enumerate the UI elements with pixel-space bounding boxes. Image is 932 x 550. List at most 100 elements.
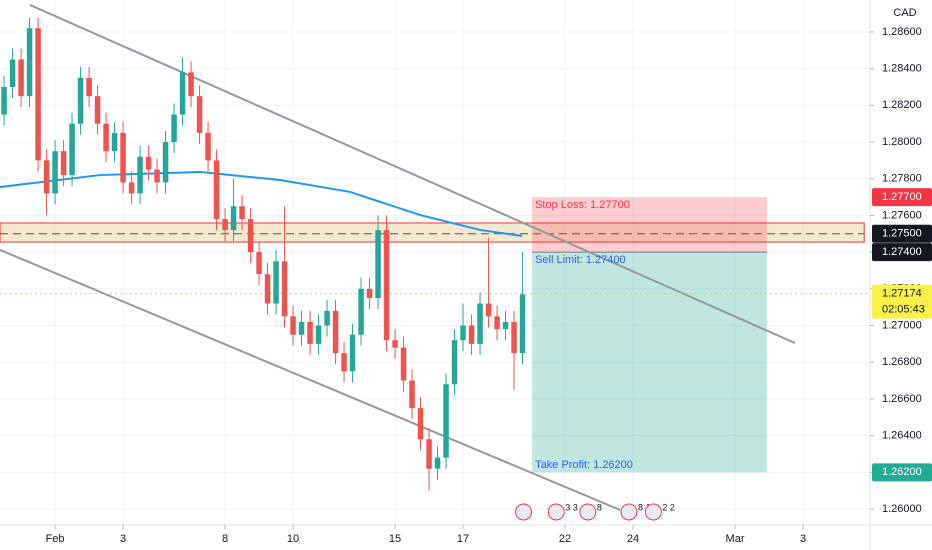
event-icon bbox=[620, 503, 638, 521]
countdown: 02:05:43 bbox=[882, 304, 925, 316]
x-tick-label: 10 bbox=[287, 533, 299, 545]
candle-body bbox=[205, 132, 211, 161]
candle-body bbox=[128, 182, 135, 194]
candle-body bbox=[502, 321, 509, 330]
price-badge bbox=[872, 188, 932, 207]
event-icon bbox=[579, 503, 597, 521]
candle-body bbox=[400, 347, 407, 381]
candle-body bbox=[460, 325, 466, 341]
candle-body bbox=[349, 334, 356, 372]
candle-body bbox=[332, 310, 339, 354]
candle-body bbox=[511, 321, 517, 354]
candle-body bbox=[341, 353, 347, 372]
candle-body bbox=[247, 219, 254, 253]
candle-body bbox=[69, 123, 75, 176]
candle-body bbox=[264, 274, 271, 304]
candle-body bbox=[103, 123, 109, 152]
candle-body bbox=[222, 219, 228, 231]
y-tick-label: 1.26800 bbox=[882, 356, 922, 368]
price-badge-label: 1.27400 bbox=[882, 246, 922, 258]
x-tick-label: 22 bbox=[559, 533, 571, 545]
trend-line bbox=[0, 249, 621, 511]
y-tick-label: 1.28200 bbox=[882, 99, 922, 111]
candle-body bbox=[230, 206, 237, 231]
candle-body bbox=[196, 96, 203, 133]
candle-body bbox=[145, 156, 152, 170]
candle-body bbox=[179, 72, 186, 115]
zone bbox=[0, 222, 865, 243]
x-tick-label: 8 bbox=[222, 533, 228, 545]
candle-body bbox=[375, 230, 381, 299]
event-label: 3 3 bbox=[565, 502, 578, 512]
x-tick-label: Mar bbox=[726, 533, 745, 545]
price-badge-label: 1.26200 bbox=[882, 466, 922, 478]
event-icon bbox=[644, 503, 662, 521]
event-icon bbox=[515, 503, 533, 521]
y-tick-label: 1.27000 bbox=[882, 319, 922, 331]
event-label: 8 1 bbox=[638, 502, 651, 512]
last-price-label: 1.27174 bbox=[882, 288, 922, 300]
candle-body bbox=[256, 252, 262, 275]
candle-body bbox=[162, 142, 169, 183]
candle-body bbox=[1, 86, 7, 115]
candle-body bbox=[77, 77, 84, 124]
candle-body bbox=[26, 28, 33, 97]
candle-body bbox=[324, 310, 330, 326]
candle-body bbox=[494, 316, 500, 330]
candle-body bbox=[298, 321, 305, 335]
y-tick-label: 1.28600 bbox=[882, 26, 922, 38]
price-badge-label: 1.27500 bbox=[882, 228, 922, 240]
plot bbox=[0, 0, 870, 525]
candle-body bbox=[43, 160, 50, 194]
currency: CAD bbox=[893, 7, 916, 19]
last-price-badge bbox=[872, 284, 932, 319]
candle-body bbox=[111, 132, 118, 152]
entry-label: Sell Limit: 1.27400 bbox=[535, 254, 626, 266]
candle-body bbox=[468, 325, 475, 344]
candle-body bbox=[409, 380, 415, 409]
candle-body bbox=[383, 230, 390, 341]
y-tick-label: 1.27600 bbox=[882, 209, 922, 221]
candle-body bbox=[358, 288, 364, 335]
y-tick-label: 1.28000 bbox=[882, 136, 922, 148]
candle-body bbox=[366, 288, 373, 299]
price-badge bbox=[872, 224, 932, 243]
candle-body bbox=[171, 114, 177, 143]
stop-zone bbox=[532, 197, 767, 253]
event-label: 2 2 bbox=[662, 502, 675, 512]
event-icon bbox=[547, 503, 565, 521]
candle-body bbox=[307, 321, 313, 344]
candle-body bbox=[60, 151, 67, 176]
x-tick-label: 3 bbox=[800, 533, 806, 545]
candle-body bbox=[9, 59, 16, 87]
event-label: 8 bbox=[597, 502, 602, 512]
candle-body bbox=[213, 160, 220, 220]
candle-body bbox=[137, 156, 143, 194]
y-tick-label: 1.28400 bbox=[882, 63, 922, 75]
candle-body bbox=[52, 151, 58, 194]
x-tick-label: 3 bbox=[120, 533, 126, 545]
candle-body bbox=[485, 303, 492, 317]
candle-body bbox=[434, 457, 441, 469]
candle-body bbox=[451, 340, 458, 385]
trend-line bbox=[29, 4, 796, 344]
candle-body bbox=[188, 72, 194, 97]
candle-body bbox=[290, 316, 296, 335]
stop-label: Stop Loss: 1.27700 bbox=[535, 199, 630, 211]
candle-body bbox=[477, 303, 483, 344]
candle-body bbox=[18, 59, 24, 97]
candle-body bbox=[94, 96, 101, 124]
x-tick-label: 17 bbox=[457, 533, 469, 545]
target-zone bbox=[532, 252, 767, 473]
candle-body bbox=[239, 206, 245, 220]
candle-body bbox=[86, 77, 92, 97]
x-tick-label: 24 bbox=[627, 533, 639, 545]
y-tick-label: 1.26400 bbox=[882, 430, 922, 442]
candle-body bbox=[154, 169, 160, 183]
candle-body bbox=[120, 132, 126, 183]
y-tick-label: 1.27800 bbox=[882, 173, 922, 185]
x-tick-label: Feb bbox=[46, 533, 65, 545]
price-badge-label: 1.27700 bbox=[882, 191, 922, 203]
